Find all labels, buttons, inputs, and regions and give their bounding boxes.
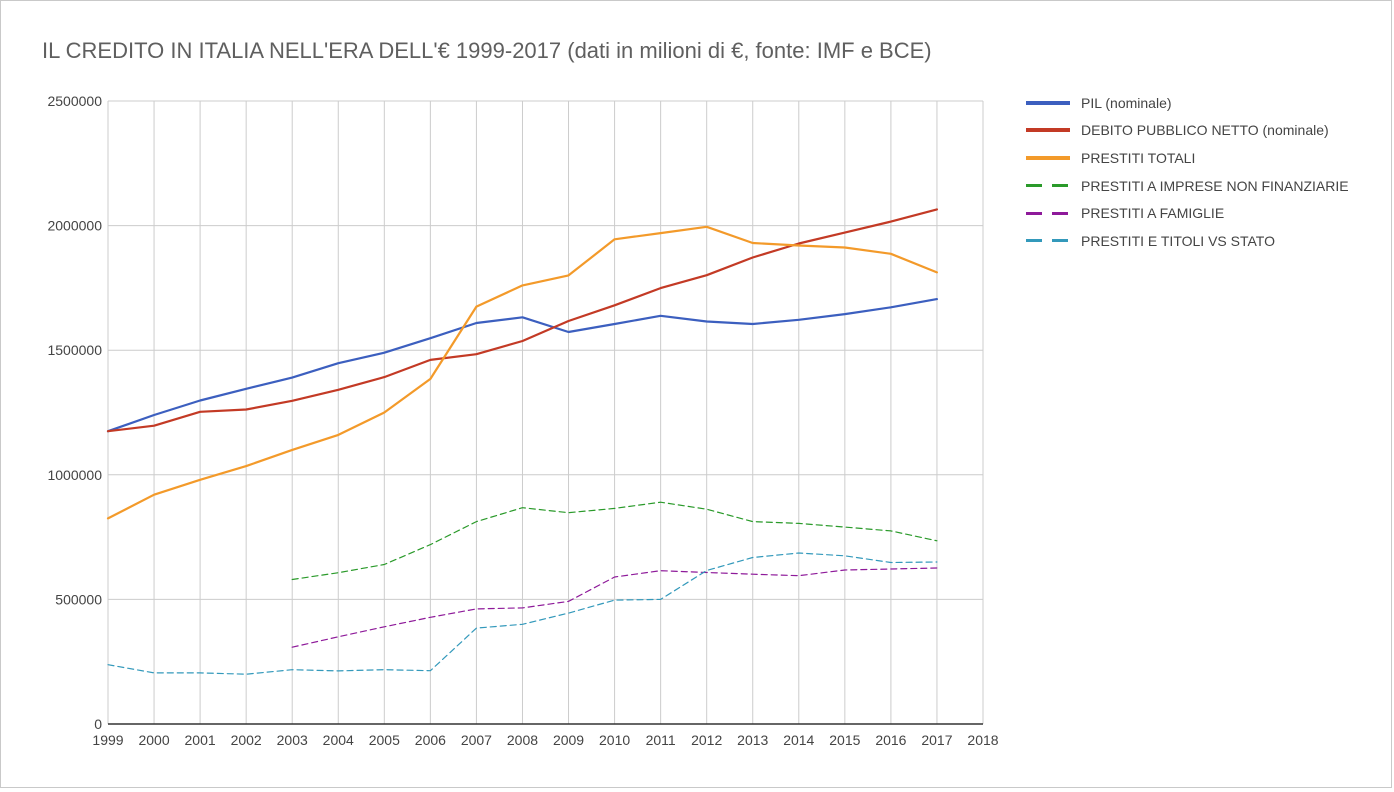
x-tick-label: 2004	[323, 732, 354, 748]
y-tick-label: 0	[94, 716, 102, 732]
legend-item: PRESTITI TOTALI	[1026, 144, 1349, 172]
x-tick-label: 2008	[507, 732, 538, 748]
x-tick-label: 2001	[185, 732, 216, 748]
y-tick-label: 2000000	[47, 218, 102, 234]
legend-swatch	[1026, 100, 1070, 105]
x-tick-label: 2000	[138, 732, 169, 748]
x-tick-label: 2006	[415, 732, 446, 748]
y-tick-label: 500000	[55, 591, 102, 607]
y-tick-label: 1500000	[47, 342, 102, 358]
x-tick-label: 2011	[646, 732, 676, 748]
x-tick-label: 2017	[921, 732, 952, 748]
series-lines	[106, 208, 939, 675]
legend-item: PRESTITI A FAMIGLIE	[1026, 199, 1349, 227]
legend-label: PRESTITI A IMPRESE NON FINANZIARIE	[1081, 177, 1349, 194]
legend-label: DEBITO PUBBLICO NETTO (nominale)	[1081, 122, 1329, 139]
grid	[107, 100, 984, 724]
x-tick-label: 2003	[277, 732, 308, 748]
x-tick-label: 1999	[92, 732, 123, 748]
x-tick-label: 2018	[967, 732, 998, 748]
series-line-1	[106, 298, 939, 433]
x-tick-label: 2005	[369, 732, 400, 748]
legend-item: PRESTITI E TITOLI VS STATO	[1026, 227, 1349, 255]
legend-swatch	[1026, 239, 1070, 243]
x-tick-label: 2014	[783, 732, 814, 748]
legend-item: PRESTITI A IMPRESE NON FINANZIARIE	[1026, 172, 1349, 200]
x-tick-label: 2002	[231, 732, 262, 748]
series-line-2	[106, 208, 939, 433]
legend-label: PRESTITI A FAMIGLIE	[1081, 205, 1225, 222]
x-tick-label: 2012	[691, 732, 722, 748]
legend-swatch	[1026, 211, 1070, 215]
legend-item: DEBITO PUBBLICO NETTO (nominale)	[1026, 117, 1349, 145]
x-tick-label: 2015	[829, 732, 860, 748]
x-tick-label: 2016	[875, 732, 906, 748]
x-tick-label: 2013	[737, 732, 768, 748]
axes: 1999 2000 2001 2002 2003 2004 2005 2006 2007 2008…	[47, 93, 998, 748]
x-tick-label: 2009	[553, 732, 584, 748]
y-tick-label: 1000000	[47, 467, 102, 483]
legend-swatch	[1026, 155, 1070, 160]
series-line-3	[106, 225, 939, 520]
chart-title: IL CREDITO IN ITALIA NELL'ERA DELL'€ 199…	[42, 38, 932, 63]
legend-swatch	[1026, 128, 1070, 133]
legend-label: PRESTITI E TITOLI VS STATO	[1081, 232, 1275, 249]
y-tick-label: 2500000	[47, 93, 102, 109]
legend-label: PIL (nominale)	[1081, 94, 1172, 111]
x-tick-label: 2007	[461, 732, 492, 748]
series-line-6	[107, 552, 938, 675]
legend-swatch	[1026, 184, 1070, 188]
legend: PIL (nominale) DEBITO PUBBLICO NETTO (nom…	[1026, 89, 1349, 255]
legend-label: PRESTITI TOTALI	[1081, 149, 1196, 166]
series-line-5	[291, 567, 938, 648]
x-tick-label: 2010	[599, 732, 630, 748]
series-line-4	[291, 501, 938, 581]
legend-item: PIL (nominale)	[1026, 89, 1349, 117]
